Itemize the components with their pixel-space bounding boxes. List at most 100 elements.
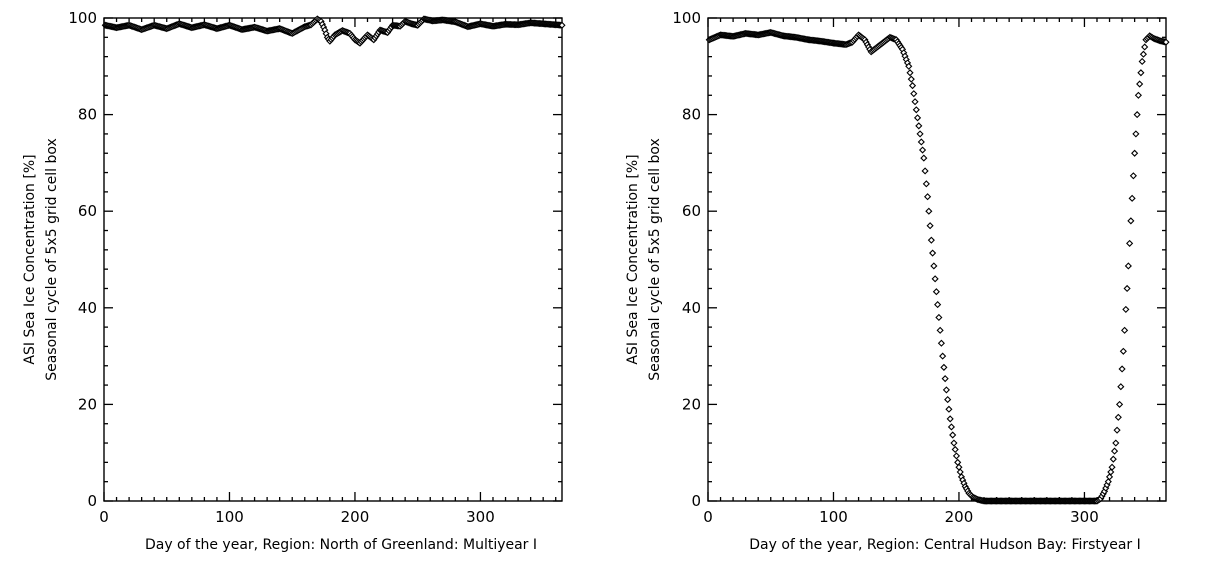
data-point bbox=[1132, 130, 1140, 138]
x-axis-label: Day of the year, Region: North of Greenl… bbox=[145, 537, 537, 553]
y-tick-label: 100 bbox=[68, 9, 97, 27]
data-point bbox=[924, 193, 932, 201]
data-point bbox=[951, 445, 959, 454]
data-points bbox=[705, 28, 1170, 505]
x-tick-label: 100 bbox=[215, 508, 244, 526]
data-point bbox=[917, 138, 925, 146]
data-point bbox=[949, 431, 957, 439]
data-point bbox=[922, 180, 930, 188]
data-point bbox=[910, 90, 918, 98]
y-tick-label: 80 bbox=[78, 106, 97, 124]
y-tick-label: 20 bbox=[682, 395, 701, 413]
data-point bbox=[936, 326, 944, 334]
data-point bbox=[1108, 463, 1116, 471]
plot-frame bbox=[707, 17, 1167, 502]
data-point bbox=[926, 222, 934, 230]
data-point bbox=[929, 249, 937, 257]
y-tick-label: 80 bbox=[682, 106, 701, 124]
data-point bbox=[1115, 400, 1124, 408]
y-tick-label: 100 bbox=[672, 9, 701, 27]
y-tick-label: 20 bbox=[78, 395, 97, 413]
data-point bbox=[1122, 305, 1130, 313]
chart-panel-central-hudson-bay: 0 20 40 60 80 100 0 100 200 300 ASI Sea Ice Conc… bbox=[625, 9, 1170, 553]
data-point bbox=[916, 130, 924, 138]
data-point bbox=[1124, 262, 1132, 270]
data-point bbox=[930, 262, 938, 270]
data-point bbox=[935, 313, 943, 322]
x-tick-label: 100 bbox=[819, 508, 848, 526]
x-tick-label: 200 bbox=[945, 508, 974, 526]
data-point bbox=[1162, 38, 1170, 46]
y-tick-label: 0 bbox=[87, 492, 97, 510]
data-point bbox=[1128, 194, 1136, 202]
data-point bbox=[558, 21, 566, 29]
y-tick-label: 60 bbox=[682, 202, 701, 220]
x-tick-labels: 0 100 200 300 bbox=[99, 508, 495, 526]
data-point bbox=[1121, 326, 1129, 334]
data-point bbox=[1117, 383, 1125, 391]
data-point bbox=[906, 69, 914, 77]
y-tick-labels: 0 20 40 60 80 100 bbox=[672, 9, 701, 510]
data-point bbox=[937, 339, 945, 347]
data-point bbox=[905, 62, 913, 70]
data-point bbox=[1123, 284, 1131, 293]
data-point bbox=[952, 452, 961, 460]
data-point bbox=[942, 386, 950, 394]
y-tick-label: 40 bbox=[78, 299, 97, 317]
data-point bbox=[911, 98, 919, 106]
data-point bbox=[950, 439, 958, 447]
axis-ticks bbox=[707, 17, 1166, 502]
data-point bbox=[913, 114, 922, 122]
data-point bbox=[931, 275, 939, 283]
data-point bbox=[1118, 365, 1126, 373]
axis-ticks bbox=[103, 17, 562, 502]
data-point bbox=[1137, 69, 1145, 77]
data-point bbox=[908, 82, 917, 90]
data-point bbox=[1126, 239, 1134, 247]
plot-frame bbox=[103, 17, 563, 502]
y-tick-labels: 0 20 40 60 80 100 bbox=[68, 9, 97, 510]
y-axis-label-line-1: ASI Sea Ice Concentration [%] bbox=[625, 154, 641, 364]
data-points bbox=[101, 15, 566, 47]
data-point bbox=[941, 375, 949, 383]
data-point bbox=[907, 75, 915, 83]
data-point bbox=[1131, 149, 1139, 157]
chart-panel-north-greenland: 0 20 40 60 80 100 0 100 200 300 ASI Sea Ice Conc… bbox=[22, 9, 566, 553]
x-tick-label: 200 bbox=[341, 508, 370, 526]
data-point bbox=[927, 236, 935, 244]
data-point bbox=[1119, 347, 1127, 355]
data-point bbox=[921, 167, 929, 175]
data-point bbox=[1113, 426, 1121, 434]
data-point bbox=[1134, 91, 1142, 99]
data-point bbox=[1133, 111, 1141, 119]
y-tick-label: 40 bbox=[682, 299, 701, 317]
data-point bbox=[947, 423, 956, 431]
data-point bbox=[1114, 413, 1122, 421]
data-point bbox=[918, 146, 927, 154]
data-point bbox=[1127, 217, 1135, 225]
data-point bbox=[1110, 447, 1119, 455]
y-axis-label-line-1: ASI Sea Ice Concentration [%] bbox=[22, 154, 38, 364]
data-point bbox=[1109, 455, 1117, 463]
x-tick-labels: 0 100 200 300 bbox=[703, 508, 1099, 526]
x-axis-label: Day of the year, Region: Central Hudson … bbox=[749, 537, 1140, 553]
data-point bbox=[934, 301, 942, 309]
y-tick-label: 0 bbox=[691, 492, 701, 510]
data-point bbox=[1136, 80, 1144, 88]
y-tick-label: 60 bbox=[78, 202, 97, 220]
data-point bbox=[925, 207, 933, 215]
data-point bbox=[939, 352, 947, 360]
y-axis-label-line-2: Seasonal cycle of 5x5 grid cell box bbox=[647, 138, 663, 381]
x-tick-label: 300 bbox=[1070, 508, 1099, 526]
data-point bbox=[940, 363, 948, 371]
data-point bbox=[912, 106, 920, 114]
data-point bbox=[932, 288, 940, 296]
x-tick-label: 0 bbox=[703, 508, 713, 526]
data-point bbox=[915, 122, 923, 130]
y-axis-label-line-2: Seasonal cycle of 5x5 grid cell box bbox=[44, 138, 60, 381]
data-point bbox=[1129, 172, 1137, 180]
x-tick-label: 300 bbox=[466, 508, 495, 526]
x-tick-label: 0 bbox=[99, 508, 109, 526]
data-point bbox=[1138, 57, 1146, 66]
